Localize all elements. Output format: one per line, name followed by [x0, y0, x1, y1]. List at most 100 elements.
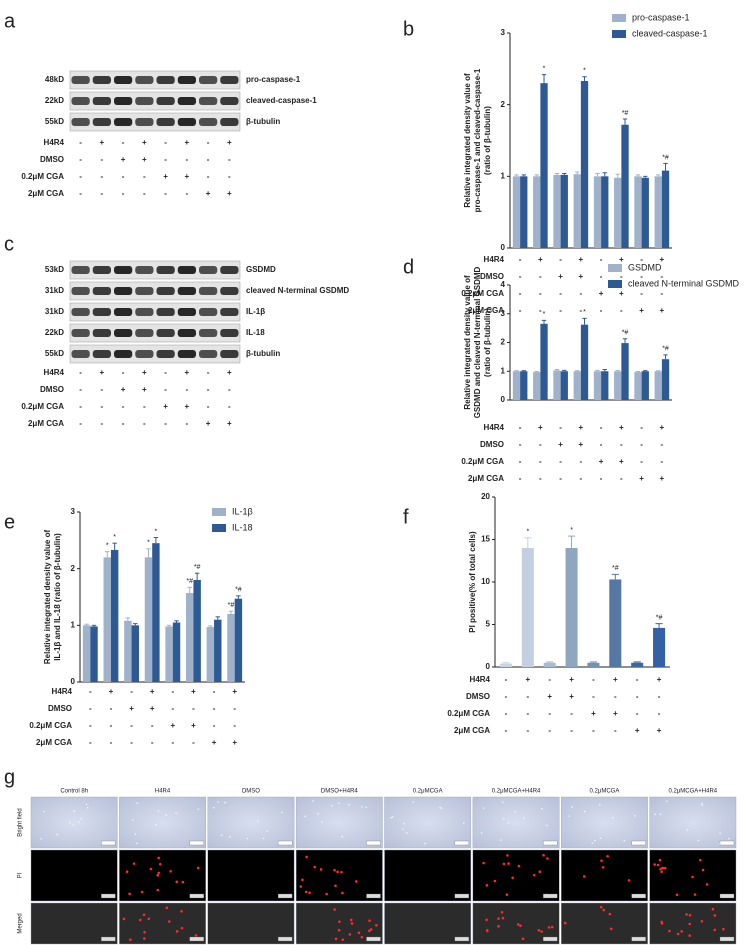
treatment-sign: -: [164, 385, 167, 394]
scale-bar: [543, 840, 558, 846]
pi-dot: [713, 914, 717, 917]
pi-dot: [355, 880, 358, 883]
treatment-sign: -: [614, 692, 617, 701]
bar: [634, 176, 642, 248]
pi-dot: [546, 857, 549, 860]
cell-speck: [571, 806, 573, 808]
bar: [540, 83, 548, 249]
blot-band: [199, 266, 218, 274]
bar: [653, 627, 666, 667]
pi-dot: [138, 918, 142, 922]
treatment-sign: -: [559, 457, 562, 466]
cell-speck: [80, 817, 82, 820]
blot-band: [92, 308, 111, 316]
blot-band: [92, 118, 111, 126]
treatment-sign: -: [207, 385, 210, 394]
treatment-sign: -: [233, 721, 236, 730]
legend-swatch: [212, 508, 226, 516]
pi-dot: [143, 930, 146, 934]
legend-label: cleaved N-terminal GSDMD: [628, 278, 740, 288]
blot-band: [92, 76, 111, 84]
bar: [631, 662, 644, 667]
blot-band: [135, 308, 154, 316]
treatment-sign: -: [505, 675, 508, 684]
band-name: IL-1β: [246, 307, 265, 316]
y-tick-label: 4: [501, 280, 506, 289]
pi-dot: [325, 892, 328, 896]
treatment-sign: -: [213, 721, 216, 730]
pi-dot: [367, 929, 371, 933]
treatment-sign: -: [122, 172, 125, 181]
treatment-sign: +: [121, 155, 126, 164]
bar: [152, 543, 160, 682]
cell-speck: [330, 804, 333, 807]
treatment-sign: +: [227, 368, 232, 377]
significance-label: *: [583, 68, 586, 75]
treatment-sign: +: [579, 272, 584, 281]
treatment-sign: -: [600, 474, 603, 483]
treatment-sign: -: [233, 704, 236, 713]
bar: [533, 176, 541, 248]
bar: [593, 176, 602, 248]
pi-dot: [685, 913, 688, 916]
blot-band: [156, 329, 175, 337]
pi-dot: [521, 937, 525, 941]
cell-speck: [246, 837, 249, 840]
pi-dot: [140, 890, 144, 894]
blot-band: [220, 97, 239, 105]
micrograph: [119, 849, 206, 902]
band-size: 31kD: [45, 307, 64, 316]
cell-speck: [686, 829, 689, 831]
pi-dot: [550, 925, 554, 929]
pi-dot: [547, 926, 551, 929]
pi-dot: [688, 934, 692, 937]
treatment-sign: -: [101, 419, 104, 428]
cell-speck: [391, 816, 394, 818]
pi-dot: [157, 856, 160, 860]
treatment-sign: -: [505, 726, 508, 735]
pi-dot: [357, 931, 361, 935]
legend-swatch: [212, 524, 226, 532]
bar: [654, 176, 662, 248]
treatment-name: 0.2μM CGA: [461, 457, 504, 466]
cell-speck: [403, 822, 405, 825]
pi-dot: [301, 878, 304, 882]
bar: [234, 598, 243, 682]
band-size: 48kD: [45, 75, 64, 84]
column-header: 0.2μMCGA+H4R4: [668, 789, 717, 795]
scale-bar: [366, 893, 381, 899]
blot-band: [177, 97, 196, 105]
cell-speck: [599, 803, 601, 806]
treatment-name: H4R4: [44, 138, 65, 147]
blot-band: [114, 76, 133, 84]
treatment-sign: -: [658, 709, 661, 718]
treatment-sign: -: [122, 402, 125, 411]
cell-speck: [134, 833, 137, 836]
pi-dot: [368, 919, 371, 923]
treatment-sign: -: [620, 272, 623, 281]
blot-band: [156, 97, 175, 105]
treatment-sign: -: [519, 255, 522, 264]
cell-speck: [312, 800, 314, 802]
treatment-sign: +: [657, 726, 662, 735]
treatment-name: 0.2μM CGA: [29, 721, 72, 730]
cell-speck: [659, 813, 662, 815]
treatment-sign: -: [164, 368, 167, 377]
pi-dot: [336, 870, 339, 874]
y-tick-label: 1: [71, 620, 76, 629]
micrograph: [472, 796, 560, 849]
panel-label: b: [403, 18, 414, 40]
blot-band: [135, 118, 154, 126]
column-header: Control 8h: [60, 789, 88, 795]
cell-speck: [405, 832, 408, 834]
pi-dot: [519, 924, 522, 928]
scale-bar: [101, 936, 116, 942]
panel-label: g: [4, 766, 15, 788]
treatment-sign: +: [660, 306, 665, 315]
pi-dot: [340, 870, 343, 874]
bar: [641, 371, 649, 400]
treatment-sign: -: [164, 189, 167, 198]
treatment-sign: -: [151, 721, 154, 730]
treatment-sign: -: [143, 402, 146, 411]
cell-speck: [424, 842, 426, 845]
